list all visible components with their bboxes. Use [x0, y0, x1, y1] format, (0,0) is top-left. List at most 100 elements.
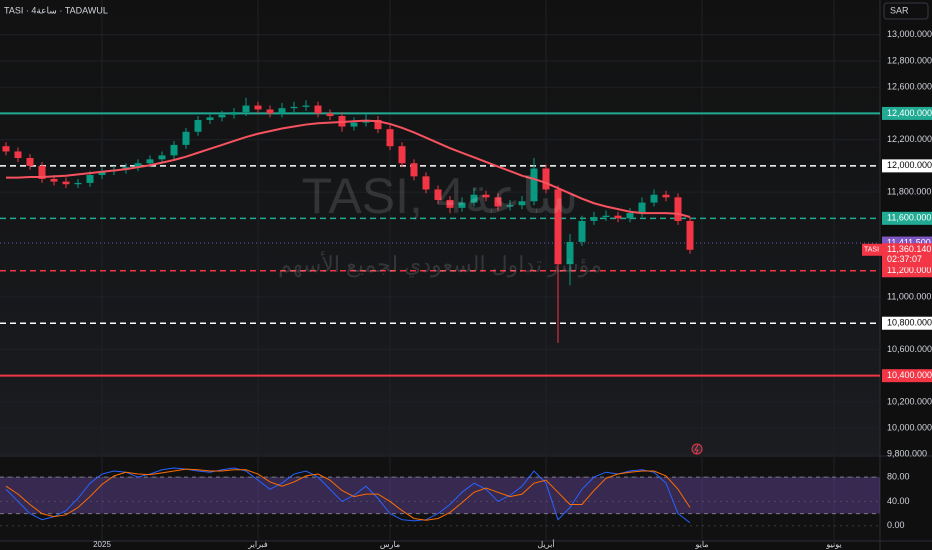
candle-body [74, 182, 82, 185]
candle-body [494, 197, 502, 207]
x-tick-label: فبراير [247, 540, 268, 549]
event-bolt [694, 444, 699, 455]
price-tag-box [882, 243, 932, 268]
candle-body [314, 105, 322, 114]
candle-body [302, 105, 310, 107]
y-tick-label: 13,000.000 [887, 29, 932, 39]
candle-body [134, 163, 142, 168]
event-icon[interactable] [691, 443, 703, 455]
candle-body [386, 129, 394, 147]
level-label-box [882, 159, 932, 173]
y-tick-label: 10,600.000 [887, 344, 932, 354]
x-tick-label: 2025 [93, 540, 111, 549]
level-label-box [882, 316, 932, 330]
candle-body [170, 144, 178, 156]
price-tag-countdown: 02:37:07 [887, 254, 922, 264]
level-label-box [882, 211, 932, 225]
price-pane [0, 0, 880, 455]
x-tick-label: مايو [694, 540, 708, 549]
level-label-box [882, 369, 932, 383]
level-label: 12,400.000 [887, 108, 932, 118]
y-tick-label: 9,800.000 [887, 449, 927, 459]
candle-body [434, 189, 442, 200]
candle-body [278, 108, 286, 114]
candle-body [662, 194, 670, 198]
candle-body [398, 146, 406, 164]
level-label: 10,400.000 [887, 370, 932, 380]
x-tick-label: مارس [380, 540, 400, 549]
y-tick-label: 12,600.000 [887, 82, 932, 92]
candle-body [194, 119, 202, 132]
candle-body [410, 163, 418, 177]
candle-body [686, 220, 694, 250]
candle-body [2, 146, 10, 152]
level-label: 12,000.000 [887, 160, 932, 170]
candle-body [14, 151, 22, 159]
candle-body [626, 213, 634, 219]
watermark-sub: مؤشر تداول السعودي لجميع الأسهم [278, 250, 602, 278]
osc-tick-label: 0.00 [887, 520, 905, 530]
candle-body [482, 194, 490, 198]
level-label: 11,200.000 [887, 265, 931, 275]
candle-body [614, 215, 622, 219]
candle-body [518, 201, 526, 206]
candle-body [602, 215, 610, 218]
oscillator-line [5, 467, 691, 524]
watermark: TASI, 4ساعة [302, 168, 579, 224]
candle-body [146, 159, 154, 164]
level-label: 10,800.000 [887, 318, 932, 328]
y-tick-label: 10,200.000 [887, 396, 932, 406]
oscillator-line [5, 468, 691, 521]
candle-body [218, 114, 226, 118]
candle-body [422, 176, 430, 190]
candle-body [566, 241, 574, 265]
osc-tick-label: 80.00 [887, 471, 910, 481]
currency[interactable]: SAR [890, 5, 909, 15]
candle-body [530, 168, 538, 202]
y-tick-label: 12,800.000 [887, 55, 932, 65]
candle-body [38, 165, 46, 179]
candle-body [446, 199, 454, 208]
oscillator-band [0, 477, 880, 514]
candle-body [266, 109, 274, 114]
y-tick-label: 12,200.000 [887, 134, 932, 144]
candle-body [254, 105, 262, 110]
candle-body [590, 217, 598, 221]
candle-body [470, 194, 478, 203]
x-tick-label: أبريل [537, 538, 554, 549]
candle-body [26, 158, 34, 166]
currency-button[interactable] [883, 2, 929, 20]
osc-tick-label: 40.00 [887, 496, 910, 506]
candle-body [506, 205, 514, 207]
candle-body [458, 202, 466, 208]
candle-body [98, 171, 106, 176]
candle-body [206, 117, 214, 120]
y-tick-label: 11,800.000 [887, 186, 931, 196]
candle-body [230, 112, 238, 115]
candle-body [542, 168, 550, 190]
candle-body [50, 178, 58, 182]
candle-body [326, 113, 334, 117]
level-label: 11,600.000 [887, 213, 931, 223]
candle-body [62, 181, 70, 185]
price-tag-label: 11,360.140 [887, 244, 931, 254]
candle-body [374, 119, 382, 130]
candle-body [650, 194, 658, 203]
candle-body [674, 197, 682, 221]
oscillator-pane [0, 457, 880, 541]
x-tick-label: يونيو [825, 540, 841, 549]
level-label-box [882, 106, 932, 120]
symbol-line: TASI · 4ساعة · TADAWUL [4, 5, 108, 15]
candle-body [350, 122, 358, 127]
current-price-label: 11,411.500 [887, 237, 931, 247]
y-tick-label: 11,000.000 [887, 291, 931, 301]
candle-body [290, 106, 298, 109]
candle-body [638, 202, 646, 214]
y-tick-label: 10,000.000 [887, 422, 932, 432]
plot [0, 0, 880, 541]
candle-body [86, 175, 94, 183]
candle-body [554, 189, 562, 265]
price-tag-symbol: TASI [864, 247, 879, 254]
